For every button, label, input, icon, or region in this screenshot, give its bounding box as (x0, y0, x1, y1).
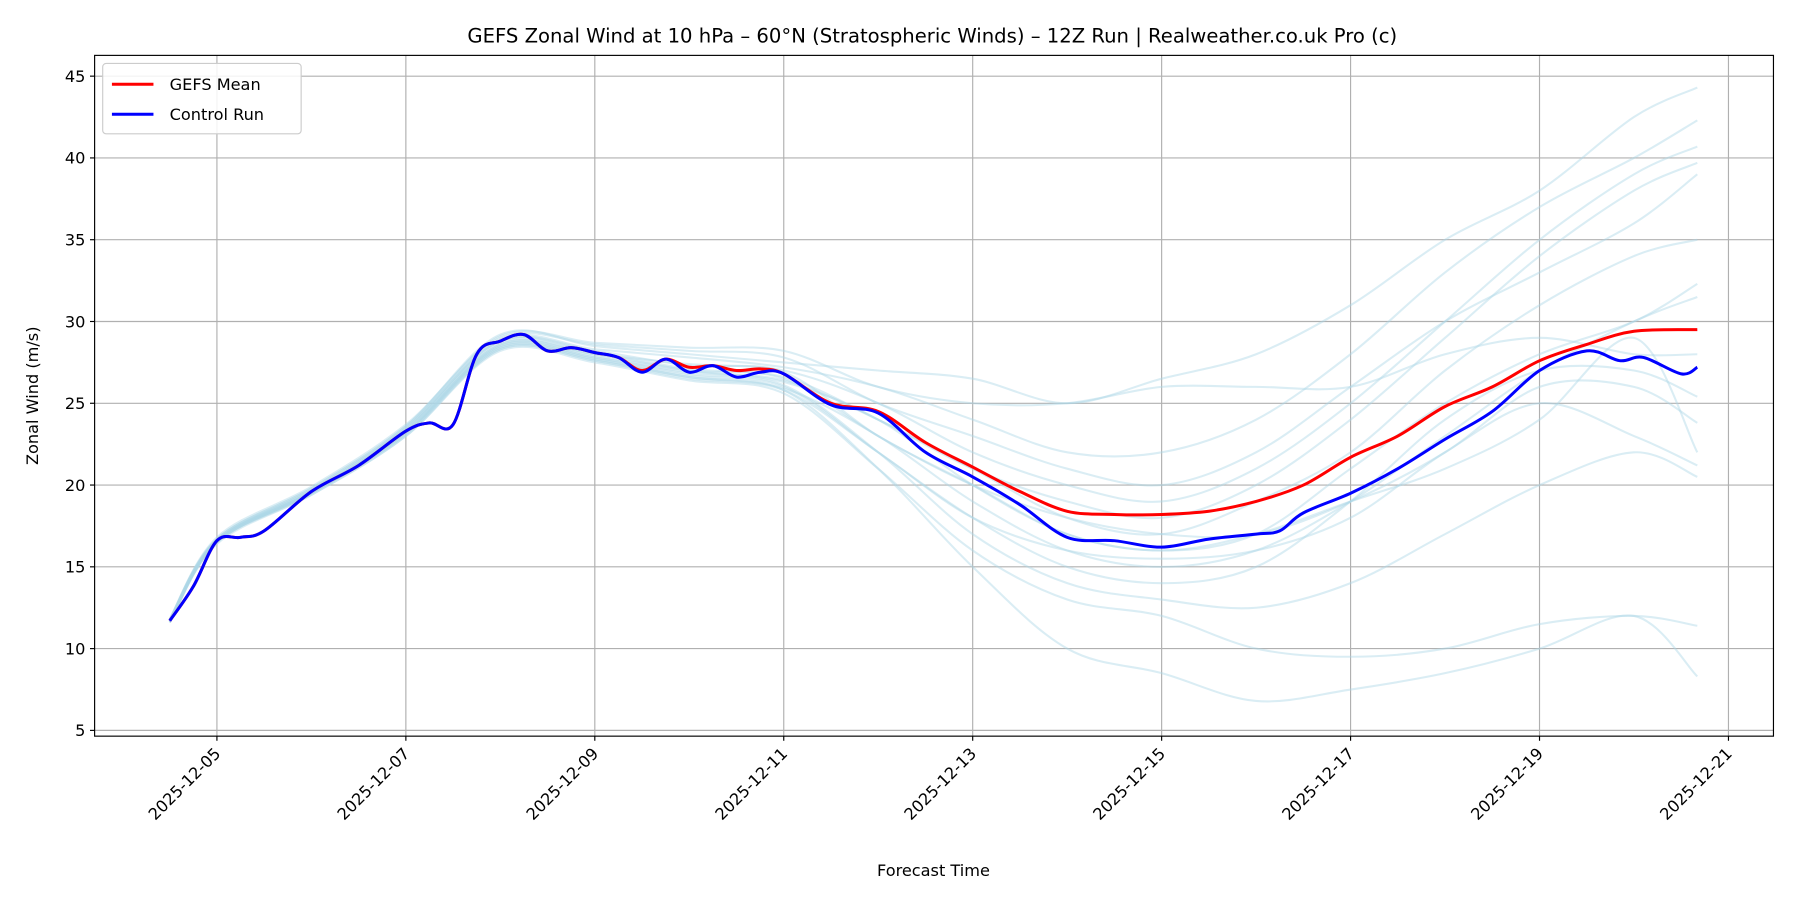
ensemble-member-line-15 (168, 342, 1699, 703)
y-tick-label: 10 (65, 639, 86, 658)
ensemble-member-line-4 (168, 161, 1698, 622)
y-tick-label: 15 (65, 558, 86, 577)
y-tick-label: 20 (65, 476, 86, 495)
ensemble-member-line-14 (168, 345, 1698, 658)
legend: GEFS Mean Control Run (102, 62, 302, 135)
plot-frame (94, 54, 1775, 737)
ensemble-member-line-9 (168, 330, 1698, 620)
y-axis-label: Zonal Wind (m/s) (23, 327, 42, 466)
ensemble-member-line-16 (168, 335, 1699, 620)
grid-lines (94, 55, 1774, 737)
ensemble-member-line-5 (168, 173, 1698, 620)
legend-box (102, 62, 302, 135)
ensemble-member-line-3 (168, 145, 1698, 623)
y-tick-label: 5 (75, 721, 85, 740)
chart-title: GEFS Zonal Wind at 10 hPa – 60°N (Strato… (467, 25, 1397, 48)
y-tick-label: 35 (65, 230, 86, 249)
main-series (168, 328, 1699, 622)
legend-label-control-run: Control Run (170, 105, 264, 124)
y-tick-label: 25 (65, 394, 86, 413)
y-tick-label: 40 (65, 149, 86, 168)
ensemble-member-line-12 (168, 344, 1698, 623)
ensemble-member-line-8 (168, 296, 1698, 623)
ensemble-members (168, 86, 1699, 703)
control-run-line (168, 332, 1699, 622)
y-tick-label: 45 (65, 67, 86, 86)
ensemble-member-line-10 (168, 342, 1698, 623)
ensemble-member-line-1 (168, 86, 1698, 620)
y-tick-label: 30 (65, 312, 86, 331)
legend-label-gefs-mean: GEFS Mean (170, 75, 261, 94)
x-axis-label: Forecast Time (877, 861, 990, 880)
y-axis-ticks: 5 10 15 20 25 30 35 40 45 (65, 67, 95, 740)
